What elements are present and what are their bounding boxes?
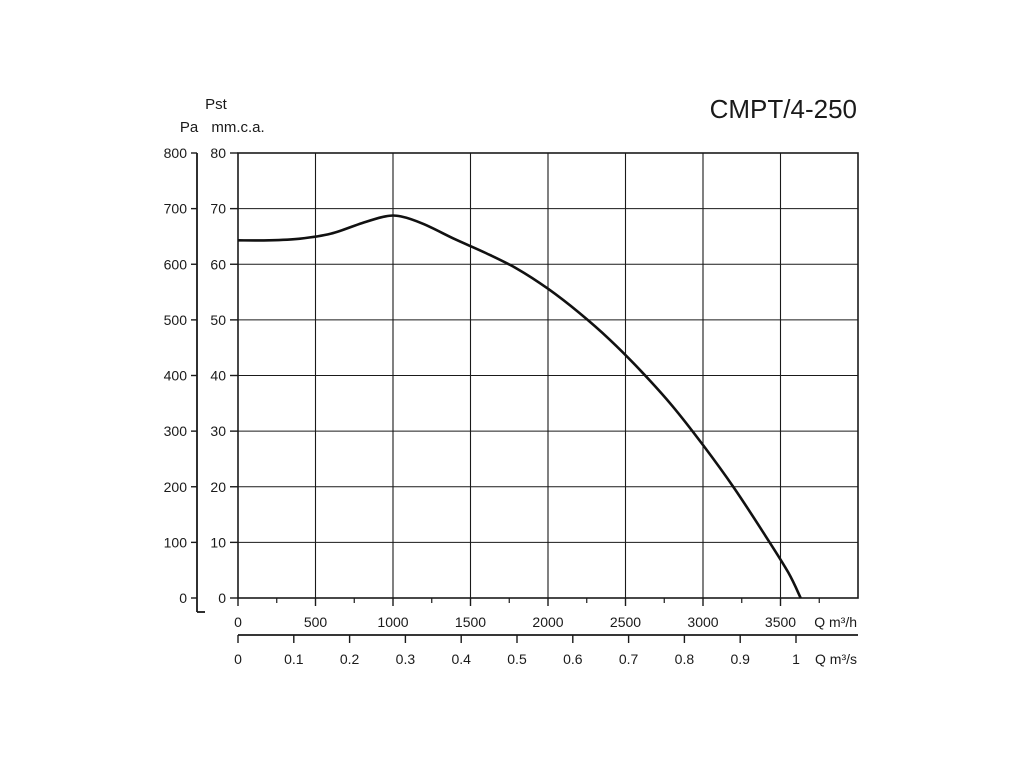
x-tick-label-m3s: 0.1 [284, 651, 304, 667]
y-tick-label-mmca: 0 [218, 590, 226, 606]
y-axis-label-mmca: mm.c.a. [211, 119, 264, 136]
x-tick-label-m3h: 1500 [455, 614, 486, 630]
y-tick-label-pa: 200 [164, 479, 188, 495]
y-tick-label-pa: 600 [164, 256, 188, 272]
x-tick-label-m3s: 0 [234, 651, 242, 667]
y-tick-label-pa: 0 [179, 590, 187, 606]
x-tick-label-m3s: 0.4 [451, 651, 471, 667]
x-tick-label-m3h: 500 [304, 614, 328, 630]
x-axis-label-m3h: Q m³/h [814, 614, 857, 630]
x-tick-label-m3h: 1000 [377, 614, 408, 630]
y-tick-label-pa: 800 [164, 145, 188, 161]
y-tick-label-mmca: 60 [210, 256, 226, 272]
y-tick-label-mmca: 80 [210, 145, 226, 161]
y-tick-label-pa: 700 [164, 201, 188, 217]
x-tick-label-m3s: 0.6 [563, 651, 583, 667]
x-tick-label-m3h: 3500 [765, 614, 796, 630]
y-tick-label-mmca: 40 [210, 368, 226, 384]
y-tick-label-mmca: 50 [210, 312, 226, 328]
x-tick-label-m3h: 2500 [610, 614, 641, 630]
axes [191, 152, 858, 643]
y-tick-label-pa: 300 [164, 423, 188, 439]
x-tick-label-m3s: 1 [792, 651, 800, 667]
x-tick-label-m3s: 0.8 [675, 651, 695, 667]
chart-title: CMPT/4-250 [710, 94, 857, 124]
y-tick-label-mmca: 20 [210, 479, 226, 495]
x-tick-label-m3s: 0.9 [730, 651, 750, 667]
x-tick-label-m3h: 3000 [687, 614, 718, 630]
y-tick-label-mmca: 30 [210, 423, 226, 439]
series-line [237, 214, 802, 599]
x-tick-label-m3s: 0.7 [619, 651, 639, 667]
y-axis-label-pst: Pst [205, 96, 228, 113]
x-tick-label-m3s: 0.3 [396, 651, 416, 667]
x-axis-label-m3s: Q m³/s [815, 651, 857, 667]
y-tick-label-pa: 100 [164, 534, 188, 550]
y-tick-label-mmca: 70 [210, 201, 226, 217]
y-axis-label-pa: Pa [180, 119, 199, 136]
x-tick-label-m3s: 0.5 [507, 651, 527, 667]
x-tick-label-m3h: 2000 [532, 614, 563, 630]
y-tick-label-pa: 400 [164, 368, 188, 384]
grid [238, 153, 858, 598]
tick-labels: 0100200300400500600700800010203040506070… [164, 145, 800, 667]
y-tick-label-pa: 500 [164, 312, 188, 328]
x-tick-label-m3h: 0 [234, 614, 242, 630]
y-tick-label-mmca: 10 [210, 534, 226, 550]
x-tick-label-m3s: 0.2 [340, 651, 360, 667]
